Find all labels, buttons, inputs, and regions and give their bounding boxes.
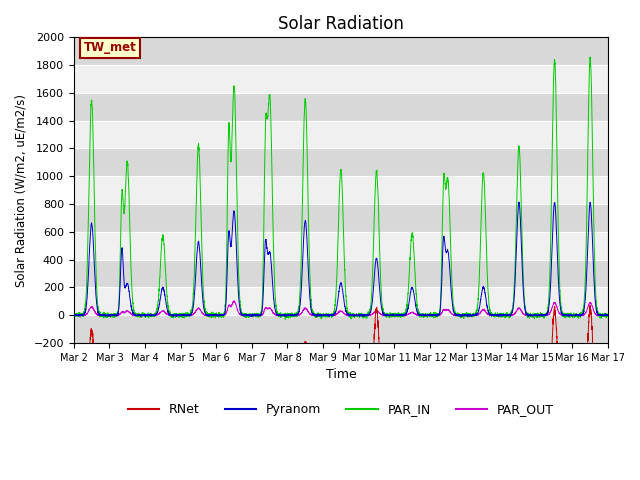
Bar — [74, 37, 608, 65]
Bar — [74, 315, 608, 343]
Y-axis label: Solar Radiation (W/m2, uE/m2/s): Solar Radiation (W/m2, uE/m2/s) — [15, 94, 28, 287]
Bar — [74, 148, 608, 176]
Bar — [74, 204, 608, 232]
Bar — [74, 232, 608, 260]
Title: Solar Radiation: Solar Radiation — [278, 15, 404, 33]
Text: TW_met: TW_met — [83, 41, 136, 54]
Bar — [74, 288, 608, 315]
Bar — [74, 65, 608, 93]
Bar — [74, 176, 608, 204]
Legend: RNet, Pyranom, PAR_IN, PAR_OUT: RNet, Pyranom, PAR_IN, PAR_OUT — [123, 398, 559, 421]
X-axis label: Time: Time — [326, 368, 356, 381]
Bar — [74, 120, 608, 148]
Bar — [74, 260, 608, 288]
Bar — [74, 93, 608, 120]
